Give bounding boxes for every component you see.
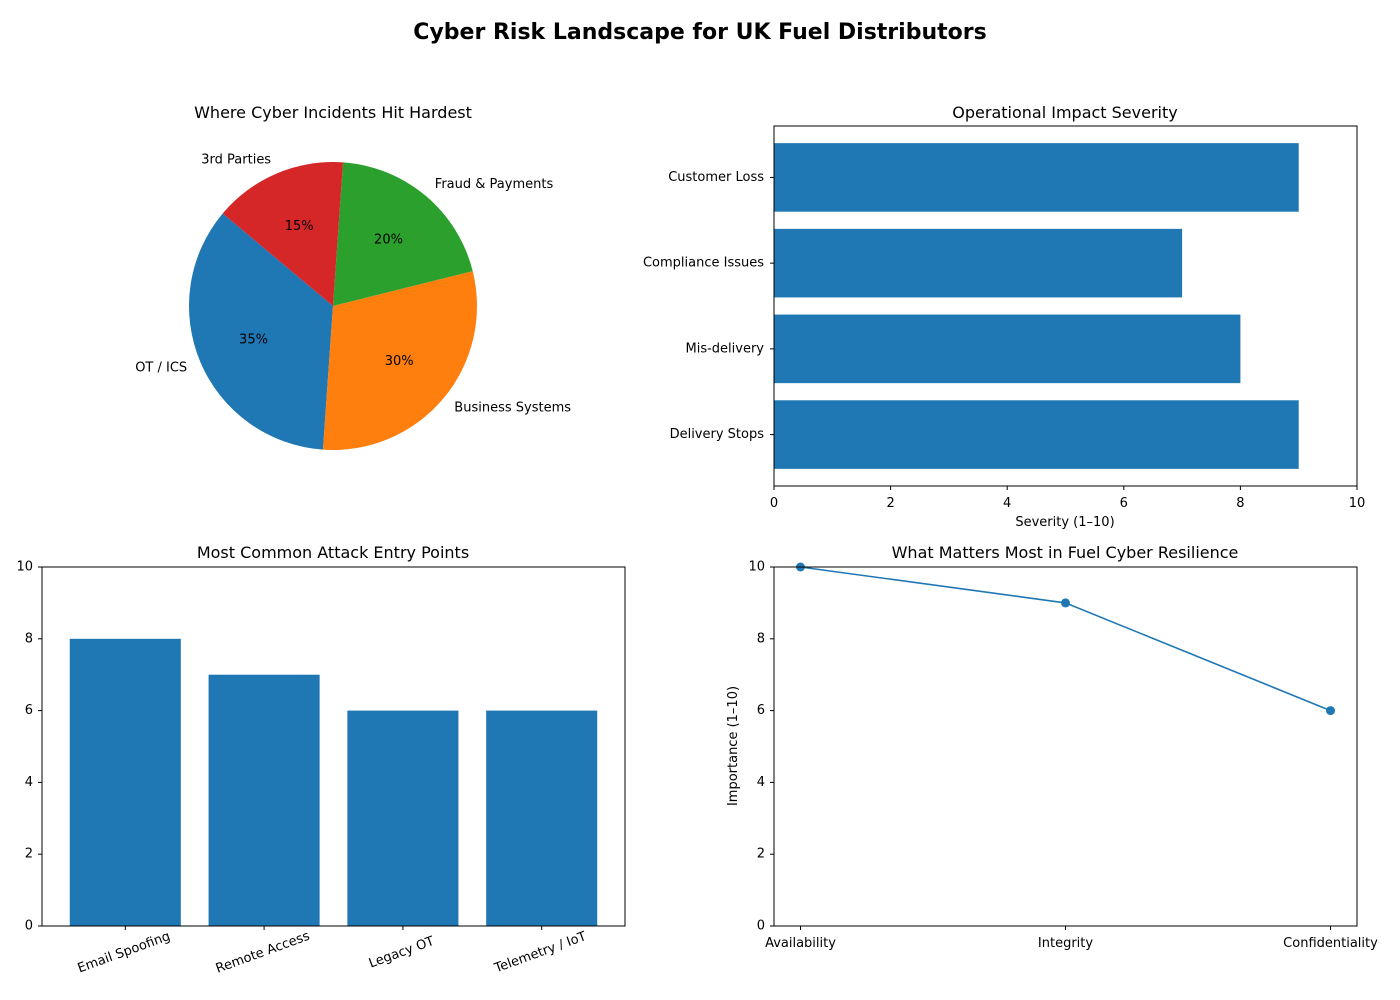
entry-x-tick-label: Legacy OT <box>367 934 436 972</box>
severity-x-tick-label: 6 <box>1120 496 1128 511</box>
severity-x-tick-label: 10 <box>1349 496 1366 511</box>
resilience-y-tick-label: 4 <box>757 775 765 790</box>
resilience-chart-panel: What Matters Most in Fuel Cyber Resilien… <box>726 543 1378 951</box>
pie-chart-panel: Where Cyber Incidents Hit Hardest OT / I… <box>135 103 571 451</box>
severity-y-tick-label: Delivery Stops <box>670 427 765 442</box>
entry-y-tick-label: 8 <box>25 631 33 646</box>
entry-y-tick-label: 10 <box>16 560 33 575</box>
pie-label-business-systems: Business Systems <box>454 400 571 415</box>
severity-bar-compliance-issues <box>774 228 1183 298</box>
severity-x-tick-label: 2 <box>886 496 894 511</box>
severity-x-tick-label: 4 <box>1003 496 1011 511</box>
pie-label-3rd-parties: 3rd Parties <box>201 153 271 168</box>
severity-x-tick-label: 8 <box>1236 496 1244 511</box>
severity-bar-mis-delivery <box>774 314 1241 384</box>
resilience-y-tick-label: 2 <box>757 847 765 862</box>
entry-plot-frame <box>41 566 626 927</box>
pie-pct-3rd-parties: 15% <box>285 219 314 234</box>
entry-y-tick-label: 6 <box>25 703 33 718</box>
entry-bar-email-spoofing <box>69 638 181 926</box>
resilience-y-tick-label: 8 <box>757 631 765 646</box>
entry-points-chart-content: Email Spoofing Remote Access Legacy OT Tele… <box>16 560 626 977</box>
pie-slice-business-systems <box>322 271 477 451</box>
severity-y-tick-label: Compliance Issues <box>643 256 764 271</box>
pie-slice-fraud-payments <box>333 162 473 306</box>
entry-y-tick-label: 4 <box>25 775 33 790</box>
severity-x-tick-label: 0 <box>770 496 778 511</box>
resilience-series-line <box>800 566 1331 712</box>
entry-x-tick-label: Telemetry / IoT <box>492 929 589 976</box>
entry-x-tick-label: Remote Access <box>214 929 312 977</box>
figure-title: Cyber Risk Landscape for UK Fuel Distrib… <box>413 20 986 45</box>
entry-x-tick-label: Email Spoofing <box>76 929 173 976</box>
resilience-chart-title: What Matters Most in Fuel Cyber Resilien… <box>892 543 1239 562</box>
entry-y-tick-label: 2 <box>25 847 33 862</box>
severity-bar-customer-loss <box>774 143 1299 212</box>
entry-bar-legacy-ot <box>347 710 459 926</box>
resilience-y-axis-label: Importance (1–10) <box>726 686 741 806</box>
pie-pct-ot-ics: 35% <box>239 332 268 347</box>
entry-points-chart-panel: Most Common Attack Entry Points Email Sp… <box>16 543 626 977</box>
severity-y-tick-label: Mis-delivery <box>686 341 765 356</box>
resilience-y-tick-label: 6 <box>757 703 765 718</box>
pie-slice-3rd-parties <box>222 161 344 306</box>
pie-slices <box>189 161 477 451</box>
severity-y-tick-label: Customer Loss <box>668 170 764 185</box>
severity-chart-title: Operational Impact Severity <box>952 103 1177 122</box>
severity-x-axis-label: Severity (1–10) <box>1015 515 1114 530</box>
resilience-y-tick-label: 10 <box>748 560 765 575</box>
resilience-y-tick-label: 0 <box>757 919 765 934</box>
severity-plot-frame <box>773 125 1358 487</box>
pie-labels: OT / ICS 35% Business Systems 30% Fraud & Pa… <box>135 153 571 416</box>
resilience-plot-frame <box>773 566 1358 927</box>
severity-bar-delivery-stops <box>774 400 1299 469</box>
pie-label-fraud-payments: Fraud & Payments <box>435 177 554 192</box>
severity-chart-panel: Operational Impact Severity Delivery Sto… <box>643 103 1365 530</box>
resilience-point-confidentiality <box>1326 706 1335 716</box>
entry-y-tick-label: 0 <box>25 919 33 934</box>
pie-pct-fraud-payments: 20% <box>374 232 403 247</box>
pie-chart-title: Where Cyber Incidents Hit Hardest <box>194 103 472 122</box>
resilience-chart-content: 0 2 4 6 8 10 Availability Integrity Confidential… <box>748 560 1378 952</box>
pie-label-ot-ics: OT / ICS <box>135 360 187 375</box>
resilience-x-tick-label: Integrity <box>1038 936 1093 951</box>
resilience-point-integrity <box>1061 598 1070 608</box>
severity-chart-content: Delivery Stops Mis-delivery Compliance Iss… <box>643 125 1366 511</box>
entry-bar-telemetry-iot <box>486 710 598 926</box>
pie-pct-business-systems: 30% <box>385 354 414 369</box>
pie-slice-ot-ics <box>189 213 333 450</box>
entry-bar-remote-access <box>208 674 320 926</box>
resilience-x-tick-label: Availability <box>765 936 836 951</box>
resilience-x-tick-label: Confidentiality <box>1283 936 1378 951</box>
entry-points-chart-title: Most Common Attack Entry Points <box>197 543 469 562</box>
